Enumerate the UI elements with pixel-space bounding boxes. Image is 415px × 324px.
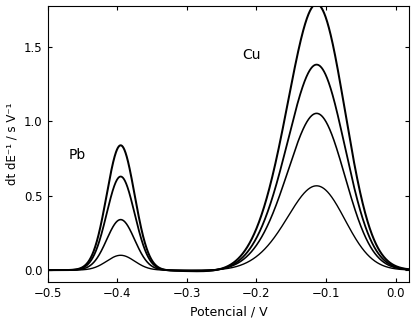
X-axis label: Potencial / V: Potencial / V [190, 306, 267, 318]
Y-axis label: dt dE⁻¹ / s V⁻¹: dt dE⁻¹ / s V⁻¹ [5, 102, 19, 185]
Text: Pb: Pb [68, 148, 86, 162]
Text: Cu: Cu [242, 48, 261, 62]
